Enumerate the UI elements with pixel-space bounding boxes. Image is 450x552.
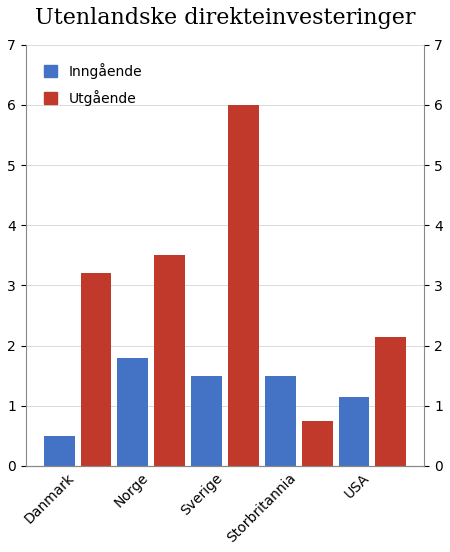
Title: Utenlandske direkteinvesteringer: Utenlandske direkteinvesteringer [35,7,415,29]
Bar [265,375,296,466]
Bar [338,397,369,466]
Bar [44,436,75,466]
Bar [191,375,222,466]
Legend: Inngående, Utgående: Inngående, Utgående [32,52,153,117]
Bar [302,421,333,466]
Bar [81,273,112,466]
Bar [228,105,259,466]
Bar [375,337,406,466]
Bar [154,256,185,466]
Bar [117,358,148,466]
